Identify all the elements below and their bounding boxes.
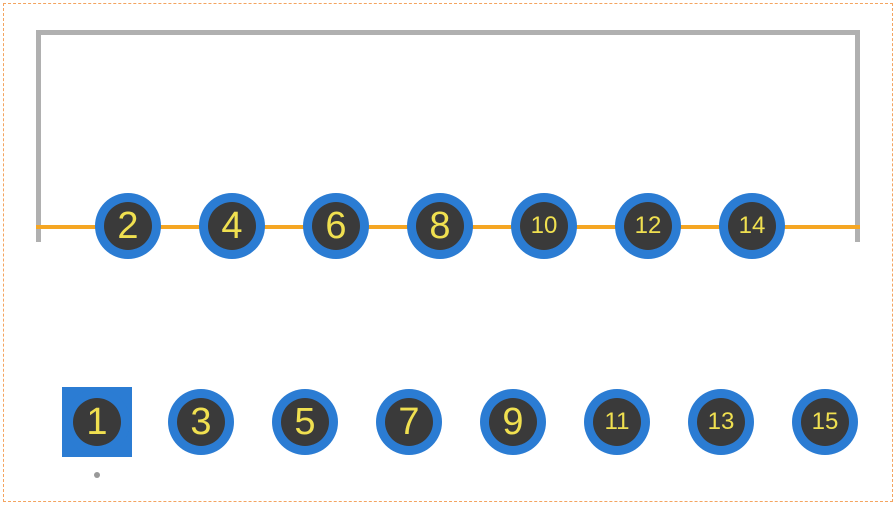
pin-inner-2: 2 xyxy=(104,202,152,250)
pin-inner-4: 4 xyxy=(208,202,256,250)
pin-inner-6: 6 xyxy=(312,202,360,250)
pin-label-5: 5 xyxy=(294,401,315,444)
pin-6: 6 xyxy=(303,193,369,259)
pin-label-4: 4 xyxy=(221,205,242,248)
pin-15: 15 xyxy=(792,389,858,455)
bracket-right xyxy=(855,30,860,242)
pin-label-13: 13 xyxy=(708,408,735,436)
pin-14: 14 xyxy=(719,193,785,259)
pin-label-10: 10 xyxy=(531,212,558,240)
pin-8: 8 xyxy=(407,193,473,259)
pin-11: 11 xyxy=(584,389,650,455)
pin-label-2: 2 xyxy=(117,205,138,248)
pin-inner-7: 7 xyxy=(385,398,433,446)
pin-inner-11: 11 xyxy=(593,398,641,446)
pin-inner-13: 13 xyxy=(697,398,745,446)
pin-inner-14: 14 xyxy=(728,202,776,250)
pin-inner-15: 15 xyxy=(801,398,849,446)
pin-3: 3 xyxy=(168,389,234,455)
pin-2: 2 xyxy=(95,193,161,259)
pin-label-3: 3 xyxy=(190,401,211,444)
pin-label-6: 6 xyxy=(325,205,346,248)
pin-inner-3: 3 xyxy=(177,398,225,446)
pin-label-14: 14 xyxy=(739,212,766,240)
pin-12: 12 xyxy=(615,193,681,259)
pin-label-11: 11 xyxy=(605,408,630,436)
bracket-left xyxy=(36,30,41,242)
pin-inner-8: 8 xyxy=(416,202,464,250)
pin-1: 1 xyxy=(64,389,130,455)
pin-inner-12: 12 xyxy=(624,202,672,250)
origin-marker xyxy=(94,472,100,478)
pin-label-15: 15 xyxy=(812,408,839,436)
pin-10: 10 xyxy=(511,193,577,259)
pin-label-8: 8 xyxy=(429,205,450,248)
pin-inner-1: 1 xyxy=(73,398,121,446)
pin-label-7: 7 xyxy=(398,401,419,444)
pin-9: 9 xyxy=(480,389,546,455)
pin-label-9: 9 xyxy=(502,401,523,444)
pin-13: 13 xyxy=(688,389,754,455)
pin-label-12: 12 xyxy=(635,212,662,240)
pin-label-1: 1 xyxy=(86,401,107,444)
pin-inner-9: 9 xyxy=(489,398,537,446)
pin-5: 5 xyxy=(272,389,338,455)
pin-7: 7 xyxy=(376,389,442,455)
pin-inner-5: 5 xyxy=(281,398,329,446)
pin-inner-10: 10 xyxy=(520,202,568,250)
bracket-top xyxy=(36,30,860,35)
pin-4: 4 xyxy=(199,193,265,259)
